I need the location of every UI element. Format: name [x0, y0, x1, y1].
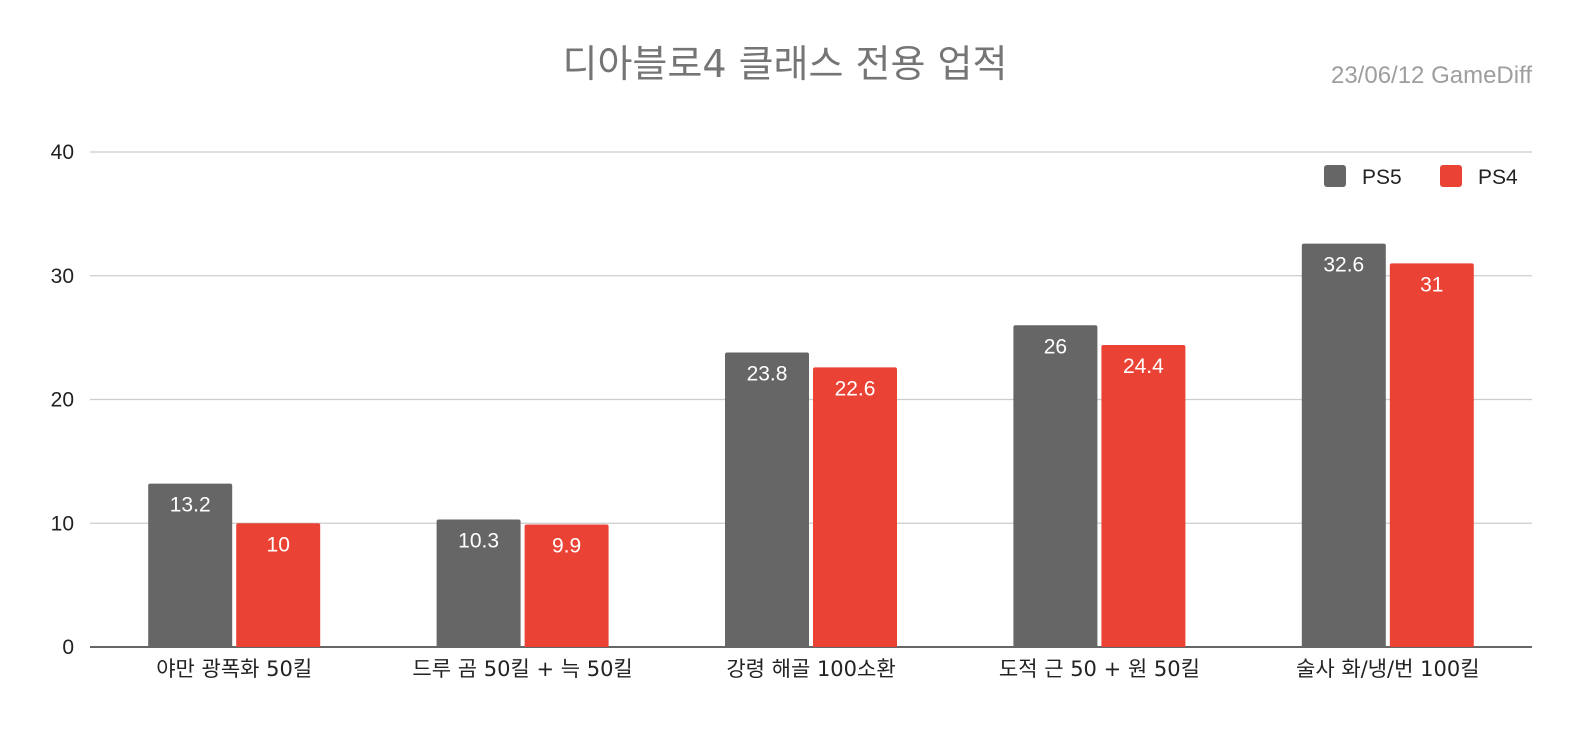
data-label: 31 [1420, 273, 1443, 296]
bar-ps5 [148, 483, 233, 647]
bar-ps4 [524, 524, 609, 647]
x-tick-label: 야만 광폭화 50킬 [156, 657, 312, 681]
y-tick-label: 30 [51, 265, 74, 288]
legend-swatch-ps5 [1324, 165, 1346, 187]
x-tick-label: 드루 곰 50킬 + 늑 50킬 [412, 657, 632, 681]
bar-ps5 [725, 352, 809, 647]
bar-ps4 [1101, 345, 1186, 647]
data-label: 22.6 [835, 377, 876, 400]
x-tick-label: 도적 근 50 + 원 50킬 [999, 657, 1200, 681]
y-tick-label: 10 [51, 512, 74, 535]
bar-ps5 [1013, 325, 1098, 647]
legend-label-ps5: PS5 [1362, 166, 1402, 189]
data-label: 26 [1044, 335, 1067, 358]
legend: PS5 PS4 [1324, 165, 1518, 189]
x-axis: 야만 광폭화 50킬 드루 곰 50킬 + 늑 50킬 강령 해골 100소환 도적 … [156, 657, 1479, 681]
bars: 13.2 10 10.3 9.9 23.8 22.6 26 24.4 32.6 31 [148, 243, 1474, 647]
data-label: 32.6 [1323, 254, 1364, 277]
x-tick-label: 강령 해골 100소환 [726, 657, 895, 681]
bar-ps5 [436, 519, 521, 647]
gridlines [90, 151, 1532, 524]
bar-ps4 [813, 367, 897, 647]
legend-label-ps4: PS4 [1478, 166, 1518, 189]
data-label: 10 [267, 533, 290, 556]
x-tick-label: 술사 화/냉/번 100킬 [1296, 657, 1480, 681]
data-label: 13.2 [170, 494, 211, 517]
chart-title: 디아블로4 클래스 전용 업적 [563, 42, 1008, 86]
y-tick-label: 20 [51, 389, 74, 412]
bar-ps4 [236, 523, 321, 647]
chart-subtitle: 23/06/12 GameDiff [1331, 62, 1532, 89]
data-label: 9.9 [552, 534, 581, 557]
data-label: 24.4 [1123, 355, 1164, 378]
y-tick-label: 40 [51, 141, 74, 164]
y-tick-label: 0 [62, 636, 74, 659]
bar-ps4 [1389, 263, 1474, 647]
data-label: 23.8 [747, 362, 788, 385]
y-axis: 0 10 20 30 40 [51, 141, 1532, 659]
data-label: 10.3 [458, 530, 499, 553]
legend-swatch-ps4 [1440, 165, 1462, 187]
bar-ps5 [1301, 243, 1386, 647]
